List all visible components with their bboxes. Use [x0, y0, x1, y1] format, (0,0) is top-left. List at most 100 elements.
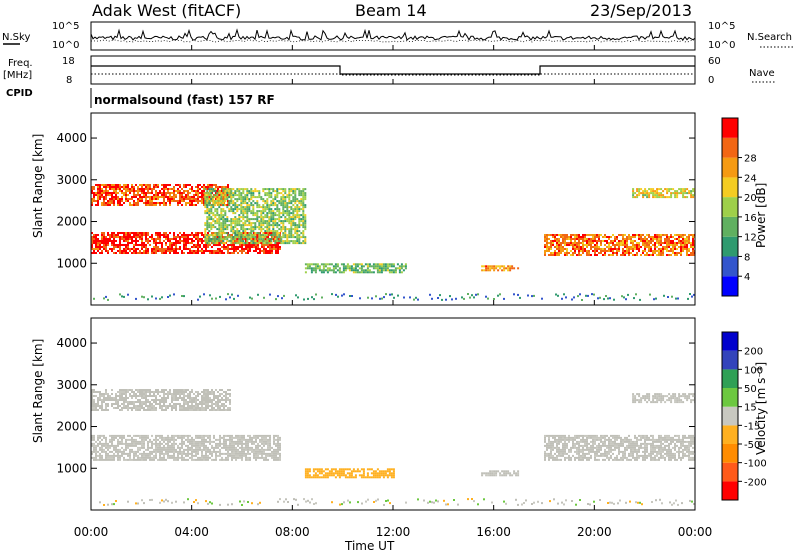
- heatmap-cell: [171, 401, 173, 403]
- heatmap-cell: [257, 457, 259, 459]
- heatmap-cell: [361, 267, 363, 269]
- heatmap-cell: [159, 248, 161, 250]
- heatmap-cell: [662, 248, 664, 250]
- heatmap-cell: [244, 206, 246, 208]
- date-label: 23/Sep/2013: [590, 1, 692, 20]
- heatmap-cell: [131, 248, 133, 250]
- heatmap-cell: [212, 226, 214, 228]
- heatmap-cell: [393, 297, 395, 299]
- heatmap-cell: [179, 184, 181, 186]
- heatmap-cell: [204, 230, 206, 232]
- heatmap-cell: [143, 455, 145, 457]
- heatmap-cell: [265, 435, 267, 437]
- heatmap-cell: [275, 246, 277, 248]
- heatmap-cell: [240, 242, 242, 244]
- heatmap-cell: [163, 393, 165, 395]
- heatmap-cell: [117, 441, 119, 443]
- heatmap-cell: [93, 250, 95, 252]
- heatmap-cell: [215, 447, 217, 449]
- heatmap-cell: [191, 238, 193, 240]
- heatmap-cell: [594, 240, 596, 242]
- heatmap-cell: [103, 248, 105, 250]
- heatmap-cell: [333, 271, 335, 273]
- heatmap-cell: [105, 194, 107, 196]
- heatmap-cell: [165, 459, 167, 461]
- heatmap-cell: [558, 246, 560, 248]
- heatmap-cell: [155, 194, 157, 196]
- heatmap-cell: [255, 455, 257, 457]
- heatmap-cell: [177, 200, 179, 202]
- heatmap-cell: [183, 403, 185, 405]
- heatmap-cell: [105, 451, 107, 453]
- heatmap-cell: [610, 248, 612, 250]
- heatmap-cell: [167, 192, 169, 194]
- heatmap-cell: [167, 395, 169, 397]
- heatmap-cell: [143, 439, 145, 441]
- heatmap-cell: [133, 194, 135, 196]
- heatmap-cell: [216, 232, 218, 234]
- heatmap-cell: [377, 267, 379, 269]
- heatmap-cell: [686, 196, 688, 198]
- heatmap-cell: [307, 472, 309, 474]
- heatmap-cell: [266, 228, 268, 230]
- heatmap-cell: [163, 457, 165, 459]
- heatmap-cell: [133, 234, 135, 236]
- heatmap-cell: [201, 252, 203, 254]
- heatmap-cell: [272, 224, 274, 226]
- heatmap-cell: [238, 236, 240, 238]
- heatmap-cell: [185, 449, 187, 451]
- heatmap-cell: [688, 190, 690, 192]
- heatmap-cell: [205, 405, 207, 407]
- heatmap-cell: [147, 238, 149, 240]
- heatmap-cell: [171, 399, 173, 401]
- heatmap-cell: [165, 196, 167, 198]
- heatmap-cell: [268, 242, 270, 244]
- heatmap-cell: [264, 242, 266, 244]
- heatmap-cell: [221, 246, 223, 248]
- heatmap-cell: [105, 198, 107, 200]
- heatmap-cell: [517, 294, 519, 296]
- heatmap-cell: [548, 250, 550, 252]
- heatmap-cell: [206, 204, 208, 206]
- heatmap-cell: [244, 194, 246, 196]
- heatmap-cell: [578, 252, 580, 254]
- heatmap-cell: [552, 242, 554, 244]
- heatmap-cell: [296, 240, 298, 242]
- heatmap-cell: [135, 190, 137, 192]
- heatmap-cell: [119, 393, 121, 395]
- heatmap-cell: [115, 236, 117, 238]
- heatmap-cell: [125, 439, 127, 441]
- heatmap-cell: [276, 240, 278, 242]
- heatmap-cell: [233, 443, 235, 445]
- heatmap-cell: [189, 449, 191, 451]
- heatmap-cell: [279, 248, 281, 250]
- heatmap-cell: [260, 234, 262, 236]
- heatmap-cell: [586, 238, 588, 240]
- heatmap-cell: [173, 250, 175, 252]
- heatmap-cell: [101, 403, 103, 405]
- heatmap-cell: [302, 226, 304, 228]
- heatmap-cell: [274, 190, 276, 192]
- heatmap-cell: [167, 234, 169, 236]
- heatmap-cell: [225, 443, 227, 445]
- heatmap-cell: [313, 267, 315, 269]
- heatmap-cell: [101, 252, 103, 254]
- heatmap-cell: [165, 250, 167, 252]
- heatmap-cell: [509, 265, 511, 267]
- heatmap-cell: [269, 250, 271, 252]
- heatmap-cell: [137, 194, 139, 196]
- heatmap-cell: [218, 222, 220, 224]
- heatmap-cell: [161, 246, 163, 248]
- heatmap-cell: [252, 228, 254, 230]
- heatmap-cell: [249, 246, 251, 248]
- heatmap-cell: [187, 407, 189, 409]
- heatmap-cell: [341, 263, 343, 265]
- heatmap-cell: [95, 409, 97, 411]
- heatmap-cell: [292, 214, 294, 216]
- heatmap-cell: [582, 252, 584, 254]
- heatmap-cell: [256, 196, 258, 198]
- heatmap-cell: [211, 409, 213, 411]
- heatmap-cell: [214, 240, 216, 242]
- heatmap-cell: [302, 200, 304, 202]
- heatmap-cell: [229, 393, 231, 395]
